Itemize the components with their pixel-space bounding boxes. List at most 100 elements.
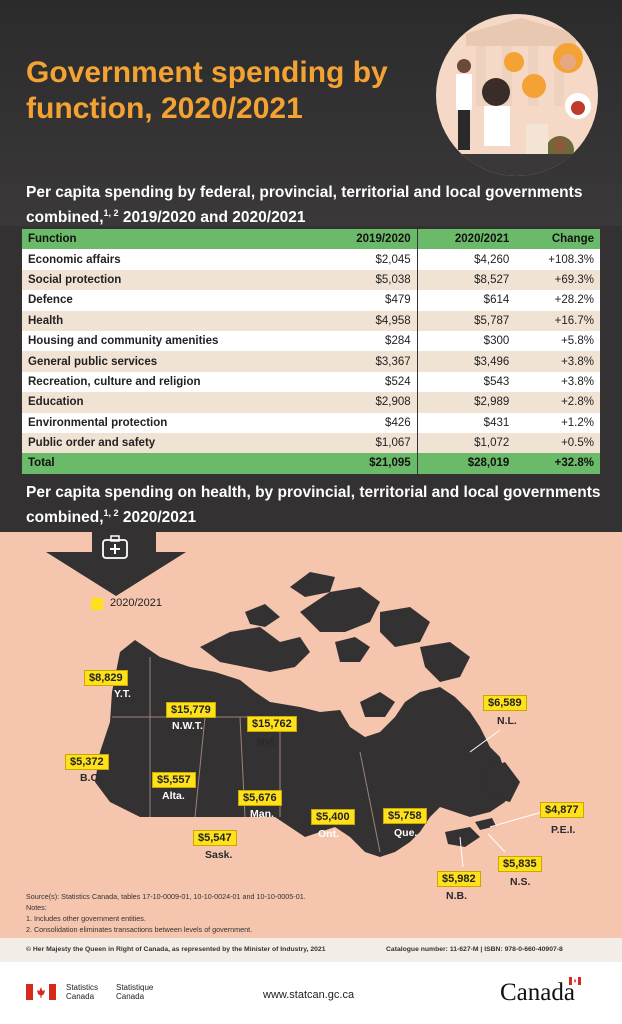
- website-link[interactable]: www.statcan.gc.ca: [263, 989, 355, 1001]
- cell-2020: $1,072: [417, 432, 516, 454]
- value-yt: $8,829: [84, 670, 128, 686]
- label-nb: N.B.: [446, 890, 467, 902]
- note-1: 1. Includes other government entities.: [26, 914, 146, 923]
- canada-wordmark: Canada: [500, 979, 575, 1006]
- column-header-2020: 2020/2021: [417, 229, 516, 250]
- total-change: +32.8%: [515, 453, 600, 474]
- statcan-french-line1: Statistique: [116, 983, 154, 992]
- source-note: Source(s): Statistics Canada, tables 17-…: [26, 892, 306, 901]
- cell-2020: $4,260: [417, 249, 516, 270]
- cell-change: +1.2%: [515, 412, 600, 433]
- catalogue-text: Catalogue number: 11-627-M | ISBN: 978-0…: [386, 946, 563, 953]
- table-subtitle-footnote: 1, 2: [103, 208, 119, 218]
- cell-function: Recreation, culture and religion: [22, 371, 320, 393]
- table-row: Housing and community amenities $284 $300 +…: [22, 330, 600, 352]
- label-ont: Ont.: [318, 828, 339, 840]
- value-nb: $5,982: [437, 871, 481, 887]
- statcan-english-line2: Canada: [66, 992, 95, 1001]
- cell-function: Health: [22, 310, 320, 331]
- label-nl: N.L.: [497, 715, 517, 727]
- cell-2020: $2,989: [417, 392, 516, 413]
- cell-2019: $479: [319, 290, 418, 311]
- cell-2020: $5,787: [417, 310, 516, 331]
- table-total-row: Total $21,095 $28,019 +32.8%: [22, 453, 600, 474]
- table-subtitle-years: 2019/2020 and 2020/2021: [118, 209, 306, 227]
- value-nl: $6,589: [483, 695, 527, 711]
- wordmark-flag-icon: [569, 977, 581, 985]
- cell-function: Housing and community amenities: [22, 330, 320, 352]
- map-subtitle-text: Per capita spending on health, by provin…: [26, 484, 601, 527]
- footer: Statistics Canada Statistique Canada www…: [0, 962, 622, 1024]
- column-header-function: Function: [22, 229, 320, 250]
- table-row: General public services $3,367 $3,496 +3.8%: [22, 351, 600, 372]
- cell-2019: $284: [319, 330, 418, 352]
- canada-map: [46, 532, 543, 868]
- cell-2019: $426: [319, 412, 418, 433]
- label-sask: Sask.: [205, 849, 233, 861]
- header: Government spending by function, 2020/20…: [0, 0, 622, 226]
- value-alta: $5,557: [152, 772, 196, 788]
- cell-change: +2.8%: [515, 392, 600, 413]
- table-row: Public order and safety $1,067 $1,072 +0.5%: [22, 432, 600, 454]
- table-header-row: Function 2019/2020 2020/2021 Change: [22, 229, 600, 250]
- label-man: Man.: [250, 808, 274, 820]
- notes-heading: Notes:: [26, 903, 47, 912]
- value-ns: $5,835: [498, 856, 542, 872]
- cell-2020: $8,527: [417, 269, 516, 291]
- column-header-change: Change: [515, 229, 600, 250]
- table-row: Education $2,908 $2,989 +2.8%: [22, 392, 600, 413]
- cell-2020: $543: [417, 371, 516, 393]
- table-body: Economic affairs $2,045 $4,260 +108.3% Socia…: [22, 249, 600, 474]
- statcan-english: Statistics Canada: [66, 983, 98, 1001]
- cell-2020: $431: [417, 412, 516, 433]
- cell-2019: $5,038: [319, 269, 418, 291]
- value-bc: $5,372: [65, 754, 109, 770]
- total-2020: $28,019: [417, 453, 516, 474]
- spending-table: Function 2019/2020 2020/2021 Change Econ…: [22, 229, 600, 474]
- label-yt: Y.T.: [114, 688, 131, 700]
- table-subtitle-text: Per capita spending by federal, provinci…: [26, 184, 583, 227]
- value-nwt: $15,779: [166, 702, 216, 718]
- table-row: Health $4,958 $5,787 +16.7%: [22, 310, 600, 331]
- value-ont: $5,400: [311, 809, 355, 825]
- cell-2019: $2,908: [319, 392, 418, 413]
- table-row: Social protection $5,038 $8,527 +69.3%: [22, 269, 600, 291]
- cell-2020: $3,496: [417, 351, 516, 372]
- value-que: $5,758: [383, 808, 427, 824]
- label-bc: B.C.: [80, 772, 101, 784]
- value-sask: $5,547: [193, 830, 237, 846]
- statcan-french-line2: Canada: [116, 992, 145, 1001]
- map-subtitle: Per capita spending on health, by provin…: [26, 483, 606, 528]
- cell-function: Social protection: [22, 269, 320, 291]
- label-ns: N.S.: [510, 876, 531, 888]
- legend-swatch: [91, 598, 103, 610]
- copyright-text: © Her Majesty the Queen in Right of Cana…: [26, 946, 326, 953]
- cell-change: +28.2%: [515, 290, 600, 311]
- cell-change: +0.5%: [515, 432, 600, 454]
- map-section: 2020/2021 $8,829 Y.T. $15,779 N.W.T. $15…: [0, 532, 622, 938]
- legend-label: 2020/2021: [110, 597, 162, 609]
- label-pei: P.E.I.: [551, 824, 576, 836]
- map-subtitle-years: 2020/2021: [118, 509, 197, 527]
- cell-function: Public order and safety: [22, 432, 320, 454]
- table-row: Recreation, culture and religion $524 $543…: [22, 371, 600, 393]
- cell-function: Defence: [22, 290, 320, 311]
- cell-2019: $1,067: [319, 432, 418, 454]
- canada-flag-icon: [26, 984, 56, 1000]
- total-2019: $21,095: [319, 453, 418, 474]
- government-illustration: [436, 14, 598, 176]
- column-header-2019: 2019/2020: [319, 229, 418, 250]
- cell-function: Education: [22, 392, 320, 413]
- total-label: Total: [22, 453, 320, 474]
- copyright-bar: © Her Majesty the Queen in Right of Cana…: [0, 938, 622, 962]
- cell-change: +3.8%: [515, 371, 600, 393]
- cell-function: Economic affairs: [22, 249, 320, 270]
- table-row: Environmental protection $426 $431 +1.2%: [22, 412, 600, 433]
- notes: Source(s): Statistics Canada, tables 17-…: [26, 891, 586, 935]
- cell-2019: $4,958: [319, 310, 418, 331]
- cell-change: +108.3%: [515, 249, 600, 270]
- cell-function: General public services: [22, 351, 320, 372]
- cell-function: Environmental protection: [22, 412, 320, 433]
- cell-2019: $3,367: [319, 351, 418, 372]
- value-nvt: $15,762: [247, 716, 297, 732]
